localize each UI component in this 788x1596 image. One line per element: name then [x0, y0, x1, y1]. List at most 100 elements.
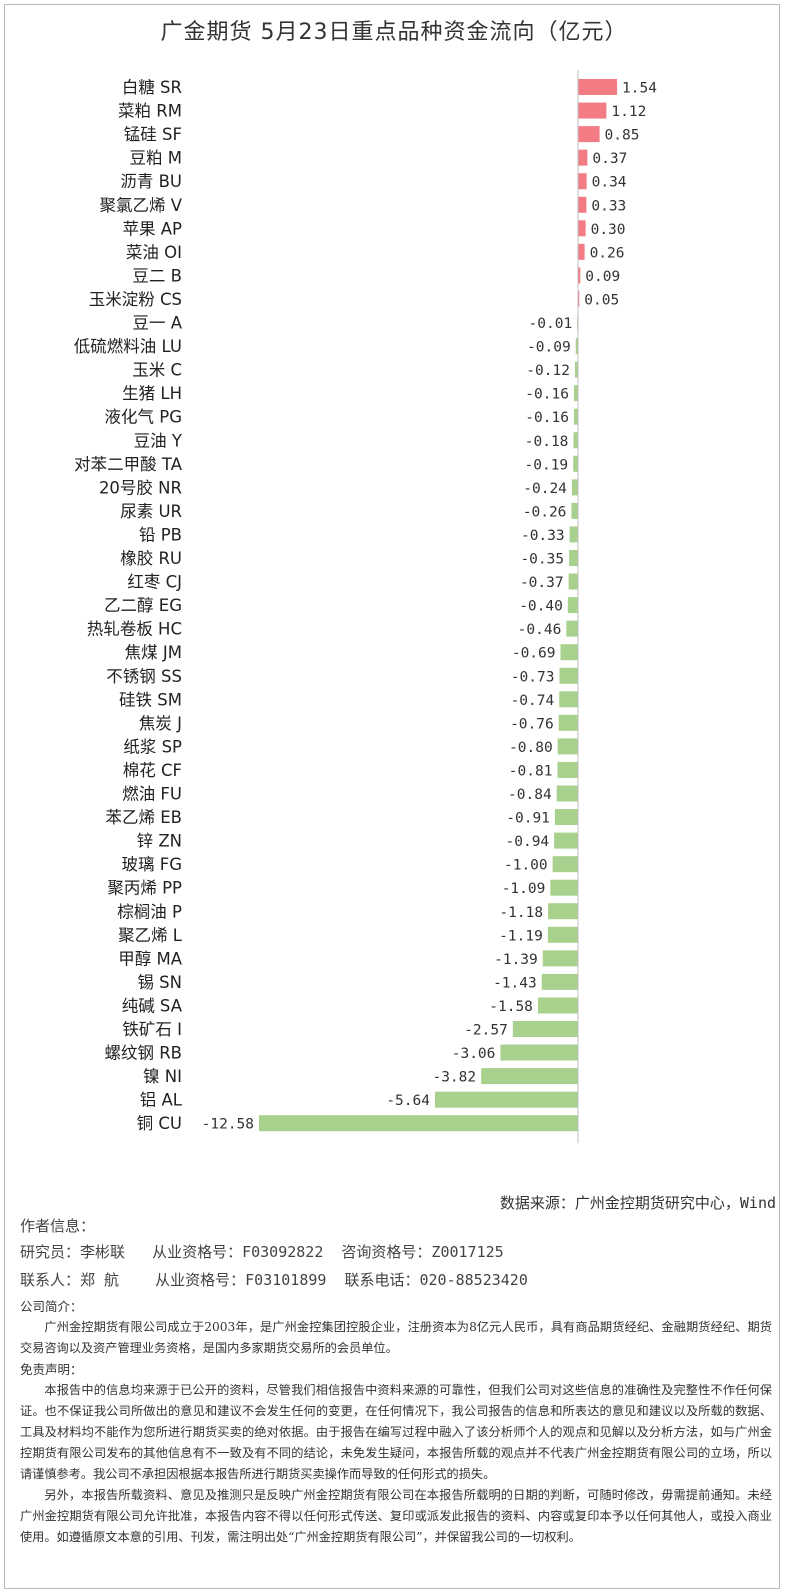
- researcher-line: 研究员：李彬联 从业资格号：F03092822 咨询资格号：Z0017125: [20, 1243, 504, 1261]
- data-label: -3.82: [432, 1070, 476, 1086]
- bar: [578, 196, 587, 213]
- data-label: -1.19: [499, 928, 543, 944]
- category-label: 红枣 CJ: [127, 573, 182, 592]
- bar: [578, 79, 618, 95]
- disclaimer-header: 免责声明：: [20, 1362, 83, 1377]
- data-label: -5.64: [386, 1093, 430, 1109]
- data-label: -0.16: [525, 410, 569, 426]
- data-label: 0.33: [591, 198, 626, 214]
- data-source: 数据来源：广州金控期货研究中心，Wind: [499, 1194, 776, 1212]
- bar: [578, 149, 588, 166]
- bar: [554, 832, 578, 849]
- data-label: 0.30: [591, 222, 626, 238]
- bar: [550, 879, 578, 896]
- category-label: 螺纹钢 RB: [104, 1044, 182, 1063]
- category-label: 菜粕 RM: [118, 102, 182, 121]
- data-label: -0.19: [525, 457, 569, 473]
- category-label: 豆一 A: [132, 314, 182, 333]
- category-label: 玉米淀粉 CS: [89, 290, 182, 309]
- category-label: 生猪 LH: [122, 384, 182, 403]
- data-label: -0.37: [520, 575, 564, 591]
- data-label: -0.94: [506, 834, 550, 850]
- category-label: 棕榈油 P: [117, 902, 182, 921]
- page-frame: [4, 4, 780, 1589]
- data-label: -12.58: [202, 1117, 254, 1133]
- data-label: -0.16: [525, 387, 569, 403]
- category-label: 白糖 SR: [122, 78, 182, 97]
- author-info: 作者信息： 研究员：李彬联 从业资格号：F03092822 咨询资格号：Z001…: [20, 1214, 770, 1294]
- bar: [542, 950, 578, 967]
- category-label: 20号胶 NR: [99, 478, 182, 497]
- category-label: 玻璃 FG: [121, 855, 182, 874]
- category-label: 甲醇 MA: [118, 949, 182, 968]
- data-label: -0.84: [508, 787, 552, 803]
- data-label: -0.91: [506, 811, 550, 827]
- category-label: 锌 ZN: [137, 832, 182, 851]
- data-label: 0.85: [605, 128, 640, 144]
- category-label: 铁矿石 I: [122, 1020, 182, 1039]
- data-label: -0.18: [525, 434, 569, 450]
- data-label: -0.76: [510, 716, 554, 732]
- category-label: 纯碱 SA: [122, 996, 183, 1015]
- contact-line: 联系人：郑 航 从业资格号：F03101899 联系电话：020-8852342…: [20, 1271, 528, 1289]
- bar: [568, 573, 578, 590]
- bar: [571, 479, 578, 496]
- data-label: 0.09: [585, 269, 620, 285]
- category-label: 铅 PB: [139, 525, 182, 544]
- category-label: 菜油 OI: [126, 243, 182, 262]
- category-label: 硅铁 SM: [119, 690, 182, 709]
- bar: [434, 1091, 578, 1108]
- category-label: 聚丙烯 PP: [107, 879, 182, 898]
- data-label: -0.35: [520, 552, 564, 568]
- bar: [556, 785, 578, 802]
- bar: [560, 644, 578, 661]
- category-label: 焦炭 J: [139, 714, 182, 733]
- data-label: -1.00: [504, 858, 548, 874]
- data-label: -3.06: [452, 1046, 496, 1062]
- data-label: 0.26: [590, 245, 625, 261]
- category-label: 聚乙烯 L: [118, 926, 183, 945]
- bar: [578, 267, 581, 284]
- bar: [512, 1021, 578, 1037]
- category-label: 纸浆 SP: [123, 737, 182, 756]
- disclaimer-paragraph-2: 另外，本报告所载资料、意见及推测只是反映广州金控期货有限公司在本报告所载明的日期…: [20, 1488, 772, 1544]
- data-label: -0.09: [527, 340, 571, 356]
- notes: 公司简介： 广州金控期货有限公司成立于2003年，是广州金控集团控股企业，注册资…: [20, 1296, 772, 1548]
- bar: [569, 550, 578, 566]
- bar: [573, 432, 578, 449]
- bar: [558, 714, 578, 731]
- bar: [547, 926, 578, 943]
- data-label: -1.09: [502, 881, 546, 897]
- bar: [559, 691, 578, 708]
- data-label: -0.74: [511, 693, 555, 709]
- chart-title: 广金期货 5月23日重点品种资金流向（亿元）: [160, 20, 628, 45]
- bar: [552, 856, 578, 873]
- data-label: -0.12: [526, 363, 570, 379]
- category-label: 铝 AL: [140, 1091, 183, 1110]
- data-label: -0.40: [519, 599, 563, 615]
- bar: [573, 385, 578, 402]
- author-header: 作者信息：: [20, 1217, 96, 1235]
- category-label: 豆粕 M: [130, 149, 182, 168]
- bar: [567, 597, 578, 614]
- category-label: 豆油 Y: [134, 431, 183, 450]
- data-label: -0.33: [521, 528, 565, 544]
- bar: [541, 973, 578, 990]
- data-label: 1.12: [611, 104, 646, 120]
- bar: [557, 761, 578, 778]
- bar: [574, 361, 578, 378]
- bar: [559, 667, 578, 684]
- data-label: -0.80: [509, 740, 553, 756]
- category-label: 尿素 UR: [120, 502, 182, 521]
- category-label: 对苯二甲酸 TA: [74, 455, 183, 474]
- data-label: -1.18: [499, 905, 543, 921]
- category-label: 豆二 B: [132, 266, 182, 285]
- fund-flow-bar-chart: 白糖 SR 1.54 菜粕 RM 1.12 锰硅 SF 0.85 豆粕 M 0.37 沥青 BU…: [74, 70, 657, 1144]
- data-label: -0.73: [511, 669, 555, 685]
- data-label: -0.01: [529, 316, 573, 332]
- bar: [571, 502, 578, 519]
- category-label: 焦煤 JM: [125, 643, 182, 662]
- category-label: 玉米 C: [132, 361, 182, 380]
- data-label: -2.57: [464, 1023, 508, 1039]
- category-label: 苯乙烯 EB: [106, 808, 183, 827]
